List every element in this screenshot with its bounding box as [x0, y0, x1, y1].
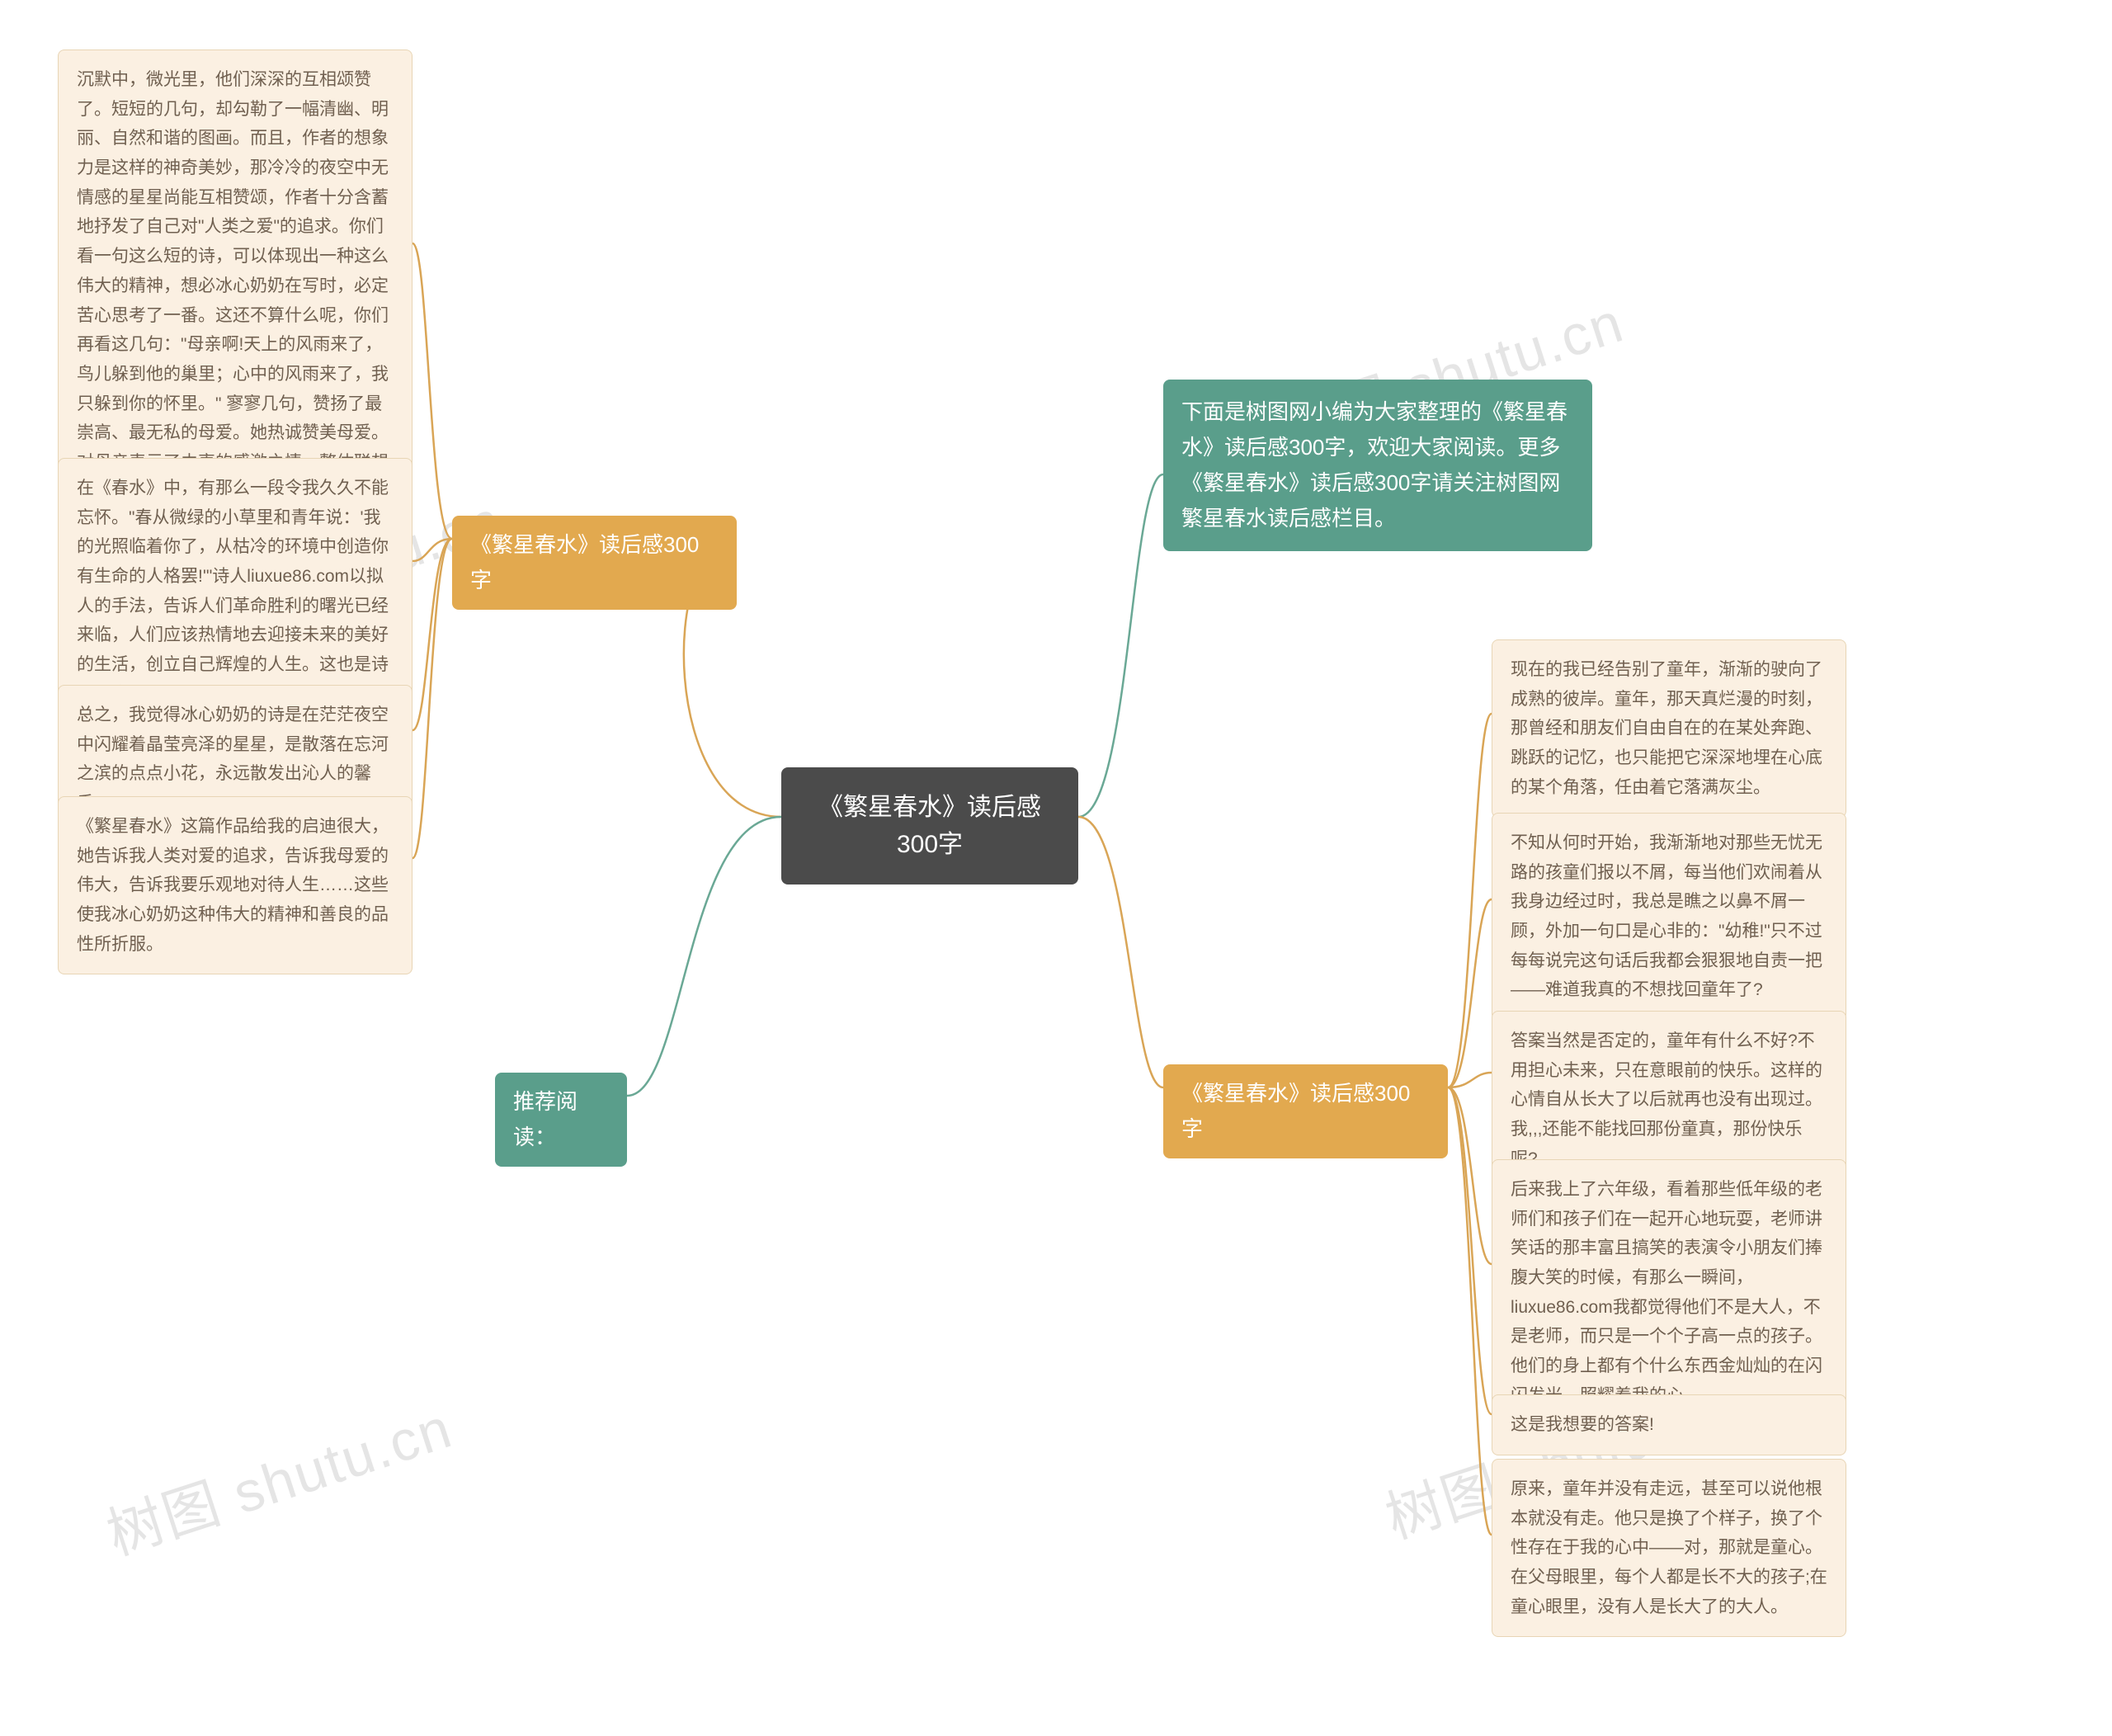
left-section-node[interactable]: 《繁星春水》读后感300字 — [452, 516, 737, 610]
right-leaf[interactable]: 后来我上了六年级，看着那些低年级的老师们和孩子们在一起开心地玩耍，老师讲笑话的那… — [1492, 1159, 1846, 1427]
right-section-node[interactable]: 《繁星春水》读后感300字 — [1163, 1064, 1448, 1158]
left-leaf[interactable]: 《繁星春水》这篇作品给我的启迪很大，她告诉我人类对爱的追求，告诉我母爱的伟大，告… — [58, 796, 412, 974]
left-leaf[interactable]: 沉默中，微光里，他们深深的互相颂赞了。短短的几句，却勾勒了一幅清幽、明丽、自然和… — [58, 50, 412, 522]
connector — [1078, 817, 1163, 1087]
right-leaf[interactable]: 原来，童年并没有走远，甚至可以说他根本就没有走。他只是换了个样子，换了个性存在于… — [1492, 1459, 1846, 1637]
right-leaf[interactable]: 这是我想要的答案! — [1492, 1394, 1846, 1455]
right-leaf[interactable]: 现在的我已经告别了童年，渐渐的驶向了成熟的彼岸。童年，那天真烂漫的时刻，那曾经和… — [1492, 639, 1846, 818]
intro-node[interactable]: 下面是树图网小编为大家整理的《繁星春水》读后感300字，欢迎大家阅读。更多《繁星… — [1163, 380, 1592, 551]
connector — [1078, 474, 1163, 817]
center-node[interactable]: 《繁星春水》读后感300字 — [781, 767, 1078, 885]
connector — [1448, 899, 1492, 1087]
connector — [1448, 714, 1492, 1087]
recommend-node[interactable]: 推荐阅读： — [495, 1073, 627, 1167]
connector — [412, 243, 452, 539]
right-leaf[interactable]: 不知从何时开始，我渐渐地对那些无忧无路的孩童们报以不屑，每当他们欢闹着从我身边经… — [1492, 813, 1846, 1021]
connector — [1448, 1087, 1492, 1535]
connector — [1448, 1087, 1492, 1414]
connector — [412, 539, 452, 730]
connector — [1448, 1087, 1492, 1264]
watermark: 树图 shutu.cn — [95, 1382, 460, 1570]
connector — [412, 539, 452, 858]
connector — [1448, 1073, 1492, 1087]
connector — [412, 539, 452, 561]
connector — [627, 817, 781, 1096]
